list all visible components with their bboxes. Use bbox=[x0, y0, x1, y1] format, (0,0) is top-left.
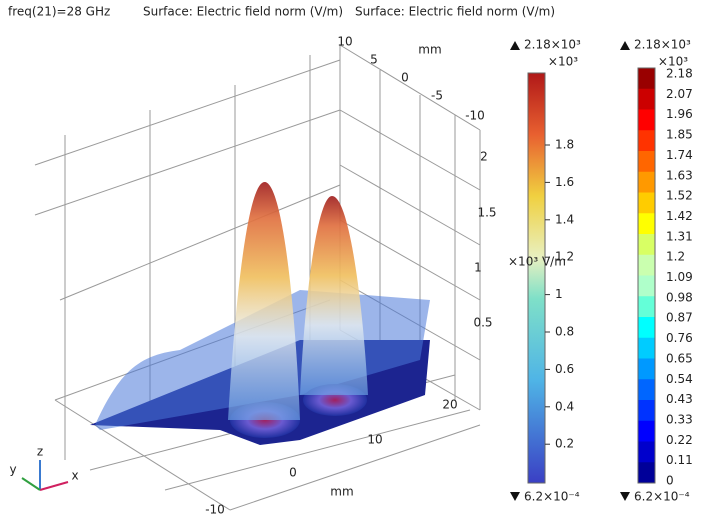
colorbar-tick-label: 1.96 bbox=[666, 107, 693, 121]
colorbar-tick-label: 1.52 bbox=[666, 189, 693, 203]
colorbar-tick-label: 1.42 bbox=[666, 209, 693, 223]
colorbar-continuous bbox=[527, 72, 546, 484]
colorbar-tick-label: 0.4 bbox=[555, 399, 574, 413]
triad-z: z bbox=[37, 445, 43, 459]
x-tick-label: 10 bbox=[367, 433, 382, 447]
frequency: freq(21)=28 GHz bbox=[8, 5, 110, 19]
colorbar-band bbox=[638, 68, 655, 90]
colorbar-band bbox=[638, 171, 655, 193]
colorbar-tick-label: 1.8 bbox=[555, 138, 574, 152]
triad bbox=[21, 460, 69, 491]
triad-y: y bbox=[9, 463, 16, 477]
colorbar-max: 2.18×10³ bbox=[634, 38, 691, 52]
z-tick-label: 1 bbox=[474, 261, 482, 275]
colorbar-band bbox=[638, 317, 655, 339]
colorbar-band bbox=[638, 234, 655, 256]
y-tick-label: 10 bbox=[337, 35, 352, 49]
colorbar-tick-label: 1.31 bbox=[666, 229, 693, 243]
colorbar-band bbox=[638, 254, 655, 276]
colorbar-tick-label: 1.85 bbox=[666, 128, 693, 142]
colorbar-tick-label: 0.11 bbox=[666, 453, 693, 467]
max-marker bbox=[620, 41, 630, 50]
colorbar-tick-label: 1.09 bbox=[666, 270, 693, 284]
y-tick-label: 5 bbox=[370, 53, 378, 67]
colorbar-tick-label: 0.8 bbox=[555, 325, 574, 339]
y-tick-label: -10 bbox=[465, 109, 485, 123]
max-marker bbox=[510, 41, 520, 50]
x-tick-label: -10 bbox=[205, 503, 225, 517]
colorbar-tick-label: 0.6 bbox=[555, 362, 574, 376]
plot-title: Surface: Electric field norm (V/m) bbox=[143, 5, 343, 19]
y-tick-label: -5 bbox=[431, 89, 443, 103]
z-tick-label: 2 bbox=[480, 150, 488, 164]
colorbar-band bbox=[638, 420, 655, 442]
colorbar-band bbox=[638, 296, 655, 318]
colorbar-tick-label: 0.33 bbox=[666, 412, 693, 426]
y-tick-label: 0 bbox=[401, 71, 409, 85]
colorbar-tick-label: 0.98 bbox=[666, 290, 693, 304]
colorbar-tick-label: 1.2 bbox=[555, 250, 574, 264]
colorbar-tick-label: 1.2 bbox=[666, 250, 685, 264]
colorbar-band bbox=[638, 213, 655, 235]
colorbar-min: 6.2×10⁻⁴ bbox=[634, 490, 690, 504]
colorbar-tick-label: 0.54 bbox=[666, 372, 693, 386]
colorbar-band bbox=[638, 275, 655, 297]
colorbar-band bbox=[638, 462, 655, 484]
colorbar-band bbox=[638, 109, 655, 131]
colorbar-tick-label: 0 bbox=[666, 474, 674, 488]
plot-title: Surface: Electric field norm (V/m) bbox=[355, 5, 555, 19]
colorbar-tick-label: 1 bbox=[555, 287, 563, 301]
colorbar-band bbox=[638, 192, 655, 214]
colorbar-tick-label: 1.6 bbox=[555, 175, 574, 189]
colorbar-band bbox=[638, 358, 655, 380]
colorbar-band bbox=[638, 88, 655, 110]
colorbar-scale: ×10³ bbox=[658, 55, 688, 69]
colorbar-band bbox=[638, 151, 655, 173]
colorbar-tick-label: 0.76 bbox=[666, 331, 693, 345]
colorbar-band bbox=[638, 441, 655, 463]
colorbar-tick-label: 0.22 bbox=[666, 433, 693, 447]
colorbar-max: 2.18×10³ bbox=[524, 38, 581, 52]
x-axis-unit: mm bbox=[330, 485, 353, 499]
colorbar-band bbox=[638, 130, 655, 152]
colorbar-tick-label: 1.74 bbox=[666, 148, 693, 162]
z-tick-label: 0.5 bbox=[473, 316, 492, 330]
scene bbox=[34, 44, 481, 511]
y-axis-unit: mm bbox=[418, 43, 441, 57]
colorbar-frame bbox=[637, 67, 656, 484]
colorbar-tick-label: 0.87 bbox=[666, 311, 693, 325]
colorbar-band bbox=[638, 400, 655, 422]
min-marker bbox=[510, 492, 520, 501]
triad-x: x bbox=[71, 469, 78, 483]
z-axis-label: ×10³ V/m bbox=[508, 255, 566, 269]
colorbar-tick-label: 2.07 bbox=[666, 87, 693, 101]
colorbar-band bbox=[638, 337, 655, 359]
x-tick-label: 20 bbox=[442, 398, 457, 412]
min-marker bbox=[620, 492, 630, 501]
colorbar-tick-label: 1.63 bbox=[666, 168, 693, 182]
x-tick-label: 0 bbox=[289, 466, 297, 480]
z-tick-label: 1.5 bbox=[477, 206, 496, 220]
colorbar-tick-label: 0.43 bbox=[666, 392, 693, 406]
colorbar-tick-label: 0.65 bbox=[666, 351, 693, 365]
colorbar-tick-label: 2.18 bbox=[666, 67, 693, 81]
colorbar-tick-label: 0.2 bbox=[555, 437, 574, 451]
colorbar-tick-label: 1.4 bbox=[555, 212, 574, 226]
colorbar-band bbox=[638, 379, 655, 401]
colorbar-scale: ×10³ bbox=[548, 55, 578, 69]
colorbar-discrete bbox=[637, 67, 656, 484]
colorbar-min: 6.2×10⁻⁴ bbox=[524, 490, 580, 504]
